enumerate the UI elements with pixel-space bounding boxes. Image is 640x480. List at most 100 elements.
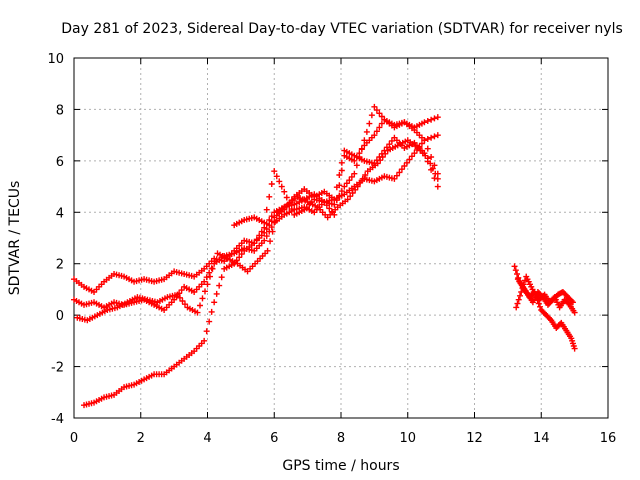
data-point-fill [431,115,438,122]
data-point-fill [383,144,390,151]
data-point-fill [428,154,435,160]
x-axis-label: GPS time / hours [282,458,399,474]
data-point-fill [373,157,380,164]
data-point-fill [233,257,240,264]
data-point-fill [373,128,380,135]
data-point-fill [203,328,210,335]
data-point-fill [418,140,425,147]
y-axis-label: SDTVAR / TECUs [7,181,23,296]
data-point-fill [512,267,519,274]
data-point-fill [362,172,369,178]
data-point-fill [268,218,275,225]
data-point-fill [209,265,216,272]
data-point [371,132,378,139]
y-tick-label: 4 [56,206,64,221]
data-point-fill [333,197,340,204]
data-point-fill [288,206,295,213]
data-point-fill [269,228,276,235]
data-point-fill [263,226,270,232]
data-point-fill [386,141,393,148]
data-point-fill [431,162,438,169]
data-point [201,278,208,285]
y-tick-label: -2 [51,361,64,376]
data-point-fill [199,295,206,302]
data-point [351,157,358,164]
data-point-fill [238,251,245,258]
data-point-fill [353,154,360,160]
data-point [518,289,525,295]
data-point [434,170,441,177]
x-tick-label: 6 [270,431,278,446]
y-tick-labels: -4 -2 0 2 4 6 8 10 [47,52,64,427]
x-tick-label: 16 [600,431,617,446]
series-track-5 [231,116,441,229]
data-point [264,247,271,254]
data-point-fill [378,120,385,127]
data-point-fill [336,182,343,189]
axis-ticks [73,57,609,419]
data-point [571,309,578,316]
data-point [281,188,288,195]
data-point [271,168,278,175]
data-point-fill [366,120,373,127]
data-point-fill [179,298,186,304]
data-point-fill [358,146,365,153]
data-point [331,201,338,208]
data-point-fill [368,112,375,119]
data-point-fill [201,288,208,295]
data-point-fill [376,154,383,160]
data-point [321,199,328,205]
data-point-fill [403,159,410,166]
data-point-fill [266,193,273,200]
data-point-fill [378,113,385,120]
data-point-fill [346,177,353,184]
data-point-fill [338,167,345,174]
data-point-fill [547,316,554,322]
y-tick-label: 8 [56,103,64,118]
data-point-fill [363,128,370,135]
data-point [211,299,218,306]
data-point-fill [338,159,345,166]
data-point-fill [212,258,219,265]
data-point-fill [373,107,380,114]
data-point-fill [176,294,183,301]
data-point-fill [263,233,270,240]
data-point-fill [359,175,366,182]
data-point [381,147,388,154]
data-point [204,281,211,288]
data-point-fill [347,193,354,200]
data-point-fill [218,274,225,281]
x-tick-label: 10 [399,431,416,446]
data-point [231,260,238,267]
data-point-fill [424,118,431,124]
data-point-fill [266,222,273,229]
data-point [201,337,208,344]
x-tick-label: 0 [70,431,78,446]
data-point-fill [208,308,215,315]
data-point [331,211,338,218]
chart-title: Day 281 of 2023, Sidereal Day-to-day VTE… [61,21,623,37]
series-track-8 [514,276,576,308]
data-point-fill [343,180,350,187]
data-point-fill [267,238,274,245]
y-tick-label: 6 [56,155,64,170]
data-point-fill [568,298,575,304]
series-track-7 [513,273,578,352]
y-tick-label: 0 [56,309,64,324]
data-point-fill [428,166,435,173]
data-point [371,103,378,110]
data-point [171,296,178,303]
data-point-fill [288,197,295,204]
data-point-fill [393,172,400,179]
data-point-fill [206,269,213,276]
data-point-fill [196,302,203,309]
data-point-fill [398,166,405,173]
data-point-fill [216,282,223,289]
data-point [174,291,181,298]
data-point-fill [565,300,572,307]
data-point-fill [424,145,431,152]
data-point-fill [268,181,275,187]
data-point-fill [396,169,403,176]
data-point [261,219,268,226]
data-point-fill [273,173,280,180]
